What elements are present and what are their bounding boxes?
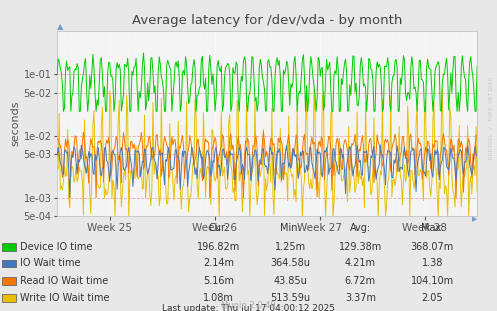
- Text: RRDTOOL / TOBI OETIKER: RRDTOOL / TOBI OETIKER: [489, 77, 494, 160]
- Text: Munin 2.0.49: Munin 2.0.49: [221, 301, 276, 310]
- Text: 4.21m: 4.21m: [345, 258, 376, 268]
- Text: IO Wait time: IO Wait time: [20, 258, 81, 268]
- Text: 196.82m: 196.82m: [197, 242, 241, 252]
- Text: 1.38: 1.38: [421, 258, 443, 268]
- Text: 513.59u: 513.59u: [271, 293, 311, 303]
- Text: ▲: ▲: [57, 22, 64, 31]
- Text: 1.08m: 1.08m: [203, 293, 234, 303]
- Text: Read IO Wait time: Read IO Wait time: [20, 276, 108, 286]
- Text: ▶: ▶: [472, 216, 477, 222]
- Text: Write IO Wait time: Write IO Wait time: [20, 293, 109, 303]
- Text: Avg:: Avg:: [350, 223, 371, 234]
- Text: 43.85u: 43.85u: [274, 276, 308, 286]
- Text: 129.38m: 129.38m: [338, 242, 382, 252]
- Text: 104.10m: 104.10m: [411, 276, 454, 286]
- Text: Device IO time: Device IO time: [20, 242, 92, 252]
- Bar: [2, 260, 16, 267]
- Text: 1.25m: 1.25m: [275, 242, 306, 252]
- Bar: [2, 243, 16, 251]
- Text: 368.07m: 368.07m: [411, 242, 454, 252]
- Bar: [2, 295, 16, 302]
- Title: Average latency for /dev/vda - by month: Average latency for /dev/vda - by month: [132, 14, 403, 27]
- Text: 5.16m: 5.16m: [203, 276, 234, 286]
- Text: 2.14m: 2.14m: [203, 258, 234, 268]
- Text: 364.58u: 364.58u: [271, 258, 311, 268]
- Text: Max:: Max:: [420, 223, 444, 234]
- Text: 6.72m: 6.72m: [345, 276, 376, 286]
- Bar: [2, 277, 16, 285]
- Text: Last update: Thu Jul 17 04:00:12 2025: Last update: Thu Jul 17 04:00:12 2025: [162, 304, 335, 311]
- Text: 2.05: 2.05: [421, 293, 443, 303]
- Text: Cur:: Cur:: [209, 223, 229, 234]
- Text: 3.37m: 3.37m: [345, 293, 376, 303]
- Text: Min:: Min:: [280, 223, 301, 234]
- Y-axis label: seconds: seconds: [11, 101, 21, 146]
